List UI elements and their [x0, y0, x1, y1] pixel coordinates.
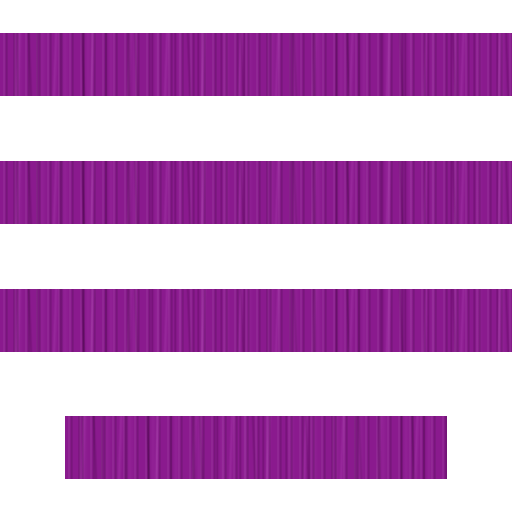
align-line-3 [0, 289, 512, 352]
align-line-1 [0, 33, 512, 96]
align-line-2 [0, 161, 512, 224]
align-line-4-short [65, 416, 447, 479]
